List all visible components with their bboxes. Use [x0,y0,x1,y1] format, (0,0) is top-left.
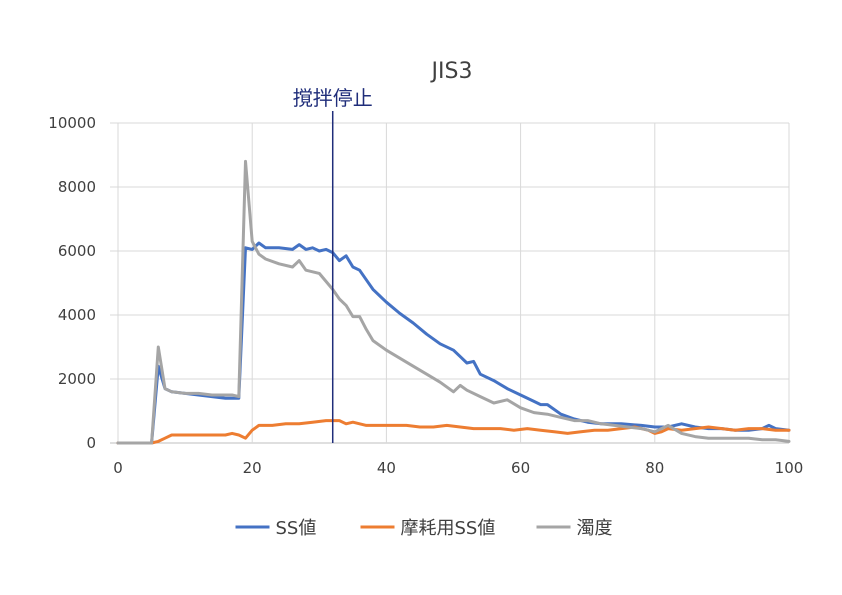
legend-label-2: 濁度 [577,518,613,539]
axis-labels: 0 2000 4000 6000 8000 10000 0 20 40 60 80 100 [48,114,803,477]
series-line-0 [116,241,791,445]
annotation: 撹拌停止 [293,86,373,443]
y-tick-label: 6000 [58,242,96,260]
grid-lines [110,122,790,444]
series-lines [116,159,791,445]
x-tick-label: 100 [775,459,804,477]
series-line-2 [116,159,791,445]
y-tick-label: 8000 [58,178,96,196]
legend-label-0: SS値 [276,518,317,539]
y-tick-label: 10000 [48,114,96,132]
x-tick-label: 0 [113,459,123,477]
annotation-label: 撹拌停止 [293,86,373,110]
chart-title: JIS3 [430,59,473,84]
y-tick-label: 0 [86,434,96,452]
y-tick-label: 4000 [58,306,96,324]
x-tick-label: 60 [511,459,530,477]
series-line-1 [116,419,791,445]
x-tick-label: 80 [645,459,664,477]
x-tick-label: 20 [243,459,262,477]
x-tick-label: 40 [377,459,396,477]
legend: SS値 摩耗用SS値 濁度 [235,518,613,539]
y-tick-label: 2000 [58,370,96,388]
legend-label-1: 摩耗用SS値 [401,518,496,539]
